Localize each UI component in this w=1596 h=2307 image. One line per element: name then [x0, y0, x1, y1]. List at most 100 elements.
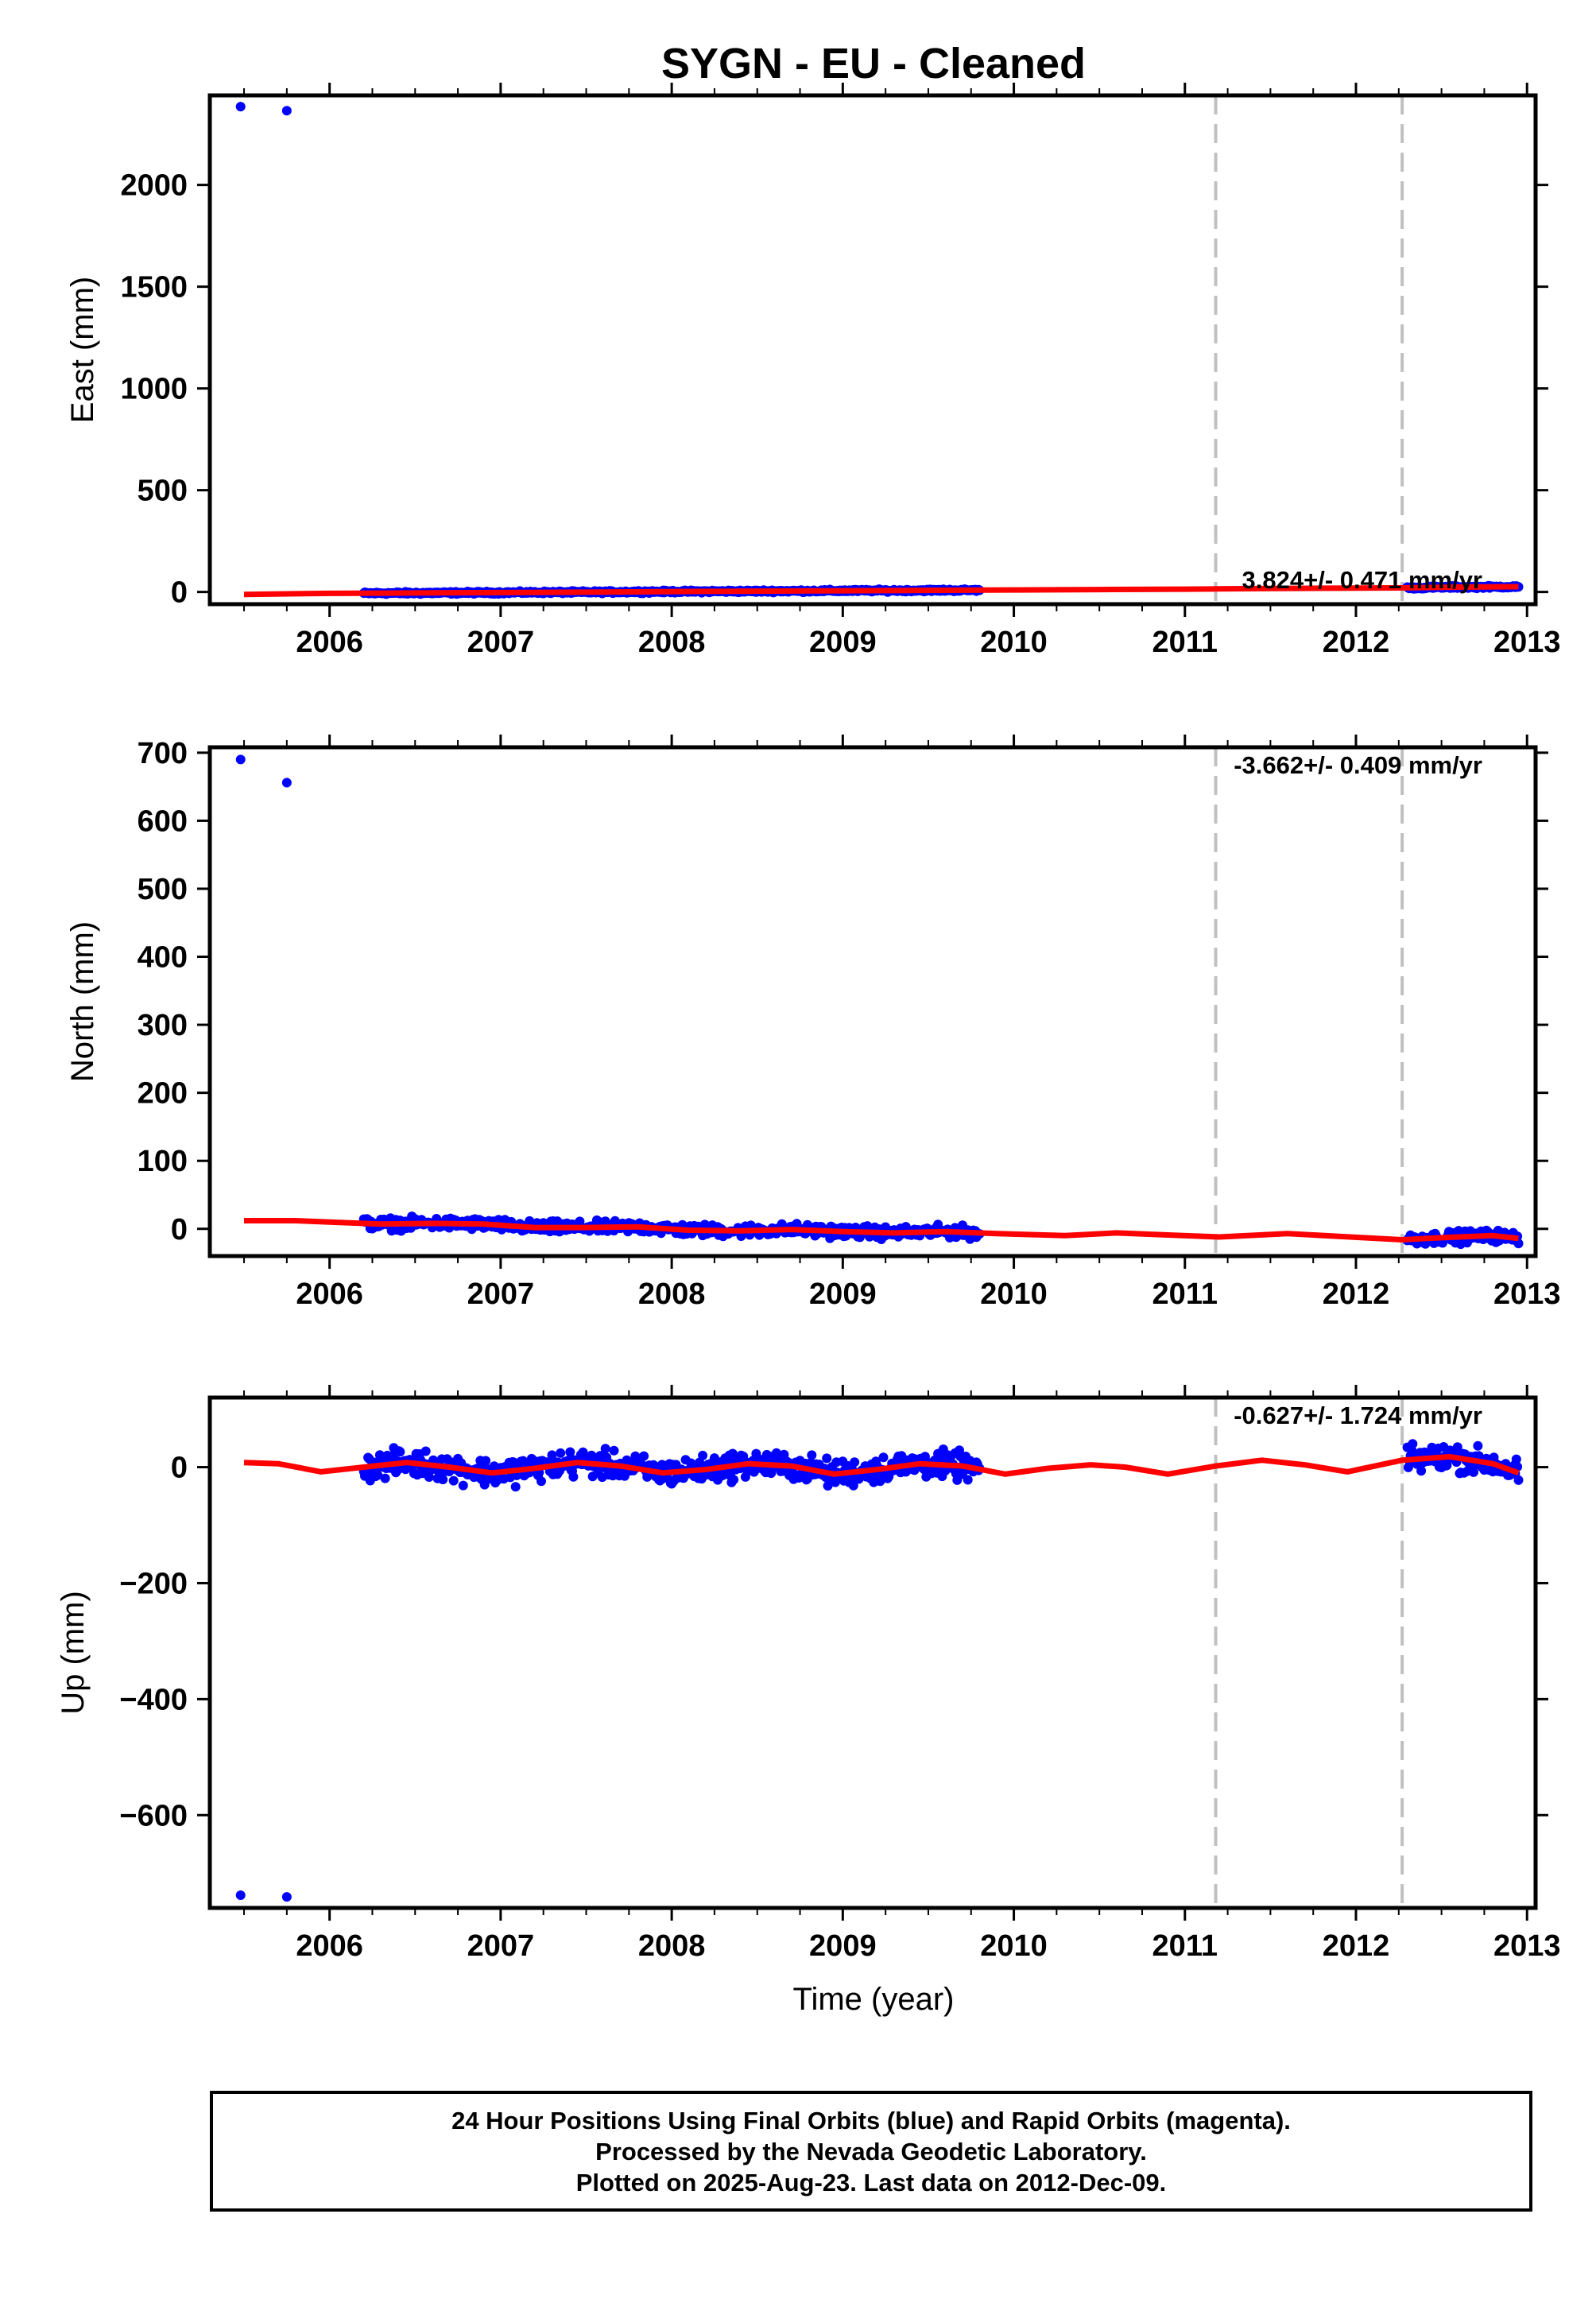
- x-tick-label: 2011: [1152, 626, 1218, 659]
- footer-line-3: Plotted on 2025-Aug-23. Last data on 201…: [575, 2168, 1167, 2196]
- y-tick-label: 1500: [120, 271, 188, 304]
- data-point: [556, 1448, 566, 1458]
- x-tick-label: 2008: [638, 1278, 706, 1311]
- data-point: [568, 1471, 579, 1482]
- outlier-point-0: [235, 102, 246, 112]
- data-point: [380, 1473, 390, 1483]
- x-tick-label: 2010: [980, 1929, 1048, 1963]
- velocity-rate-label: -0.627+/- 1.724 mm/yr: [1234, 1402, 1482, 1429]
- x-tick-label: 2009: [809, 1278, 877, 1311]
- outlier-point-0: [235, 1890, 246, 1900]
- data-point: [1452, 1442, 1462, 1452]
- y-tick-label: −200: [119, 1567, 188, 1600]
- north-panel: 2006 2007 2008 2009 2010 2011 2012 2013 0 100 200 3…: [65, 735, 1561, 1311]
- x-tick-label: 2008: [638, 1929, 706, 1963]
- model-fit-line: [244, 1218, 1519, 1243]
- data-point: [940, 1465, 951, 1475]
- y-tick-label: 1000: [120, 373, 188, 406]
- plot-frame: [207, 745, 1538, 1258]
- data-point: [448, 1475, 459, 1486]
- model-fit-line: [243, 1453, 1520, 1477]
- data-point: [458, 1480, 468, 1491]
- data-point: [510, 1482, 521, 1492]
- y-axis-label: East (mm): [65, 277, 100, 423]
- data-point: [424, 1472, 434, 1482]
- velocity-rate-label: 3.824+/- 0.471 mm/yr: [1242, 566, 1482, 594]
- y-tick-label: 500: [138, 475, 188, 508]
- y-tick-label: 300: [138, 1009, 188, 1042]
- data-point: [1442, 1460, 1452, 1471]
- x-axis-label: Time (year): [793, 1982, 955, 2017]
- x-tick-label: 2012: [1323, 1278, 1390, 1311]
- data-point: [822, 1453, 832, 1464]
- velocity-rate-label: -3.662+/- 0.409 mm/yr: [1234, 751, 1482, 779]
- outlier-point-1: [281, 777, 292, 788]
- x-tick-label: 2009: [809, 1929, 877, 1963]
- y-tick-label: −600: [119, 1799, 188, 1832]
- y-tick-label: 500: [138, 873, 188, 906]
- east-panel: 2006 2007 2008 2009 2010 2011 2012 2013 0 500 1000…: [65, 83, 1561, 659]
- data-point: [420, 1446, 431, 1456]
- data-point: [578, 1447, 588, 1457]
- x-tick-label: 2013: [1493, 1278, 1561, 1311]
- data-point: [823, 1481, 833, 1491]
- outlier-point-0: [235, 754, 246, 765]
- y-tick-label: 100: [138, 1145, 188, 1178]
- x-tick-label: 2007: [467, 1278, 535, 1311]
- x-tick-label: 2006: [296, 1929, 363, 1963]
- footer-line-1: 24 Hour Positions Using Final Orbits (bl…: [451, 2106, 1291, 2134]
- x-tick-label: 2010: [980, 1278, 1048, 1311]
- y-tick-label: 0: [171, 1213, 188, 1247]
- data-point: [1473, 1440, 1483, 1451]
- data-point: [639, 1451, 649, 1461]
- data-point: [1511, 1454, 1521, 1464]
- x-tick-label: 2008: [638, 626, 706, 659]
- plot-frame: [207, 1395, 1538, 1910]
- y-tick-label: 0: [171, 576, 188, 610]
- data-point: [1513, 1239, 1524, 1249]
- data-point: [1513, 1475, 1524, 1485]
- outlier-point-1: [281, 1892, 292, 1902]
- y-tick-label: 600: [138, 805, 188, 838]
- data-point: [740, 1471, 750, 1482]
- y-axis-label: North (mm): [65, 921, 100, 1082]
- data-point: [963, 1475, 973, 1485]
- x-tick-label: 2009: [809, 626, 877, 659]
- data-point: [729, 1475, 739, 1485]
- x-tick-label: 2011: [1152, 1929, 1218, 1963]
- y-tick-label: 2000: [120, 169, 188, 203]
- data-point: [609, 1445, 619, 1456]
- data-point: [537, 1476, 546, 1487]
- data-point: [727, 1448, 738, 1459]
- chart-title: SYGN - EU - Cleaned: [661, 40, 1086, 87]
- up-panel: 2006 2007 2008 2009 2010 2011 2012 2013 0 −200 −40…: [56, 1385, 1561, 1963]
- data-point: [862, 1221, 873, 1231]
- x-tick-label: 2013: [1493, 626, 1561, 659]
- plot-frame: [207, 93, 1538, 607]
- x-tick-label: 2013: [1493, 1929, 1561, 1963]
- data-point: [1408, 1439, 1418, 1449]
- y-tick-label: 700: [138, 737, 188, 770]
- y-tick-label: 0: [171, 1452, 188, 1485]
- processing-info-box: 24 Hour Positions Using Final Orbits (bl…: [210, 2091, 1532, 2212]
- data-point: [565, 1447, 575, 1457]
- data-point: [373, 1470, 383, 1480]
- model-fit-line: [243, 584, 1519, 598]
- x-tick-label: 2012: [1323, 1929, 1390, 1963]
- x-tick-label: 2010: [980, 626, 1048, 659]
- y-tick-label: 200: [138, 1077, 188, 1111]
- data-point: [547, 1450, 557, 1460]
- x-tick-label: 2006: [296, 1278, 363, 1311]
- x-tick-label: 2007: [467, 626, 535, 659]
- x-tick-label: 2011: [1152, 1278, 1218, 1311]
- data-point: [920, 1452, 930, 1462]
- x-tick-label: 2006: [296, 626, 363, 659]
- y-tick-label: 400: [138, 941, 188, 975]
- data-point: [481, 1456, 491, 1466]
- data-point: [600, 1444, 610, 1454]
- footer-line-2: Processed by the Nevada Geodetic Laborat…: [595, 2137, 1147, 2165]
- outlier-point-1: [281, 106, 292, 116]
- y-axis-label: Up (mm): [56, 1591, 91, 1715]
- y-tick-label: −400: [119, 1683, 188, 1716]
